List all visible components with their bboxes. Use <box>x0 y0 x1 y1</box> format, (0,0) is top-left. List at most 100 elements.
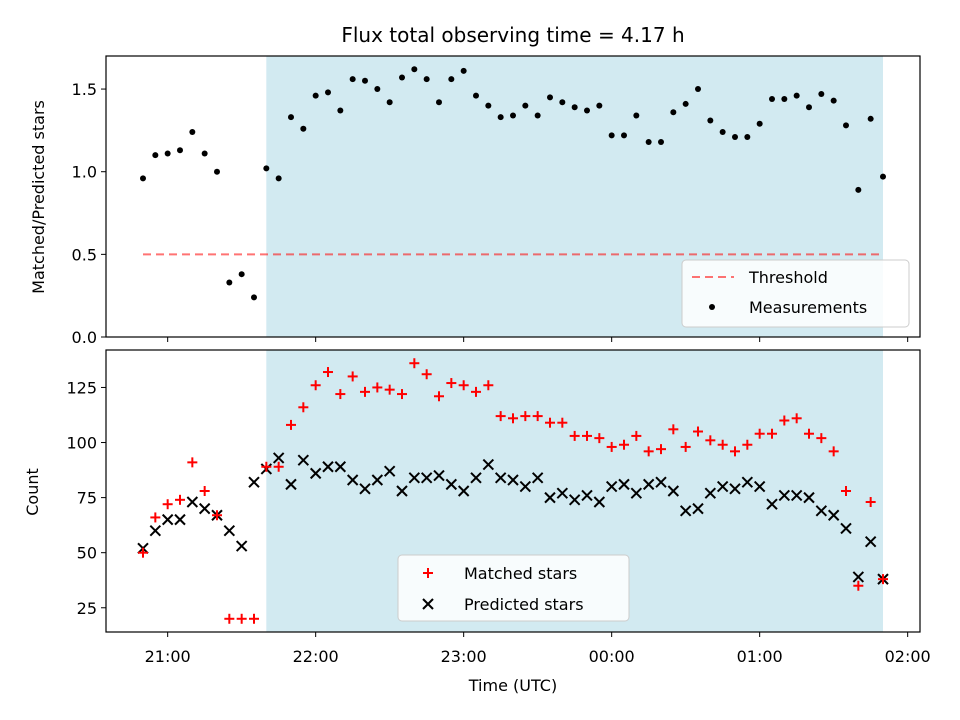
matched-star-point <box>409 358 420 369</box>
x-b <box>309 467 322 480</box>
chart-title: Flux total observing time = 4.17 h <box>341 23 684 47</box>
measurement-point <box>682 100 689 107</box>
matched-star-point <box>434 391 444 402</box>
measurement-point <box>608 132 615 139</box>
predicted-star-point <box>544 491 556 504</box>
measurement-point <box>793 92 800 99</box>
x-b <box>149 524 162 537</box>
measurement-point <box>448 76 455 83</box>
x-b <box>827 509 840 521</box>
measurement-point <box>744 133 751 140</box>
x-b <box>741 476 754 488</box>
matched-star-point <box>175 494 185 505</box>
x-b <box>531 472 544 484</box>
matched-star-point <box>878 574 888 585</box>
predicted-star-point <box>494 472 507 484</box>
matched-star-point <box>619 439 629 450</box>
x-b <box>396 485 408 497</box>
legend-threshold-label: Threshold <box>748 268 828 287</box>
matched-star-point <box>606 441 617 452</box>
measurement-point <box>177 147 183 154</box>
x-b <box>408 472 421 484</box>
matched-star-point <box>668 424 679 435</box>
predicted-star-point <box>753 480 766 493</box>
predicted-star-point <box>741 476 754 488</box>
legend-measurements-swatch <box>709 304 715 310</box>
predicted-star-point <box>852 571 865 583</box>
matched-star-point <box>705 435 716 446</box>
matched-star-point <box>841 486 851 496</box>
predicted-star-point <box>729 483 741 495</box>
matched-star-point <box>717 439 728 450</box>
matched-star-point <box>853 580 864 591</box>
x-b <box>544 491 556 504</box>
legend-box <box>397 554 630 622</box>
measurement-point <box>325 89 331 96</box>
x-b <box>174 513 186 526</box>
measurement-point <box>719 129 726 136</box>
x-b <box>581 489 593 502</box>
x-b <box>679 505 692 517</box>
matched-star-point <box>582 430 592 441</box>
measurement-point <box>152 152 159 159</box>
measurement-point <box>214 168 220 175</box>
matched-star-point <box>286 419 296 430</box>
matched-star-point <box>162 499 173 510</box>
measurement-point <box>485 102 492 109</box>
top-panel: 0.0 0.5 1.0 1.5 Threshold Measurements <box>72 55 921 347</box>
predicted-star-point <box>803 491 815 504</box>
predicted-star-point <box>556 487 569 499</box>
predicted-star-point <box>297 454 310 466</box>
matched-star-point <box>569 430 580 441</box>
predicted-star-point <box>198 502 211 515</box>
matched-star-point <box>742 439 753 450</box>
matched-star-point <box>397 389 407 400</box>
matched-star-point <box>360 386 370 397</box>
measurement-point <box>201 150 208 157</box>
matched-star-point <box>693 426 703 437</box>
matched-star-point <box>236 613 247 624</box>
measurement-point <box>189 129 196 136</box>
matched-star-point <box>138 547 148 558</box>
measurement-point <box>571 104 578 111</box>
x-b <box>790 489 803 502</box>
x-b <box>346 474 359 486</box>
y-tick-label: 1.0 <box>72 163 97 182</box>
y-tick-label: 25 <box>77 599 97 618</box>
predicted-star-point <box>618 478 630 491</box>
matched-star-point <box>545 417 555 428</box>
predicted-star-point <box>667 485 680 497</box>
matched-star-point <box>779 415 790 426</box>
y-tick-label: 0.0 <box>72 328 97 347</box>
x-b <box>322 461 334 473</box>
predicted-star-point <box>716 480 729 493</box>
predicted-star-point <box>149 524 162 537</box>
x-b <box>457 485 470 497</box>
legend-box <box>681 259 910 328</box>
predicted-star-point <box>704 487 717 499</box>
measurement-point <box>559 99 566 106</box>
predicted-star-point <box>334 461 347 473</box>
x-b <box>852 571 865 583</box>
matched-star-point <box>446 378 457 389</box>
predicted-star-point <box>482 458 495 471</box>
predicted-star-point <box>766 498 778 510</box>
x-b <box>593 496 606 508</box>
x-b <box>519 480 532 493</box>
x-b <box>766 498 778 510</box>
matched-star-point <box>335 389 346 400</box>
measurement-point <box>337 107 344 114</box>
matched-star-point <box>224 613 235 624</box>
x-b <box>864 535 877 548</box>
measurement-point <box>510 112 516 119</box>
measurement-point <box>707 117 714 124</box>
predicted-star-point <box>346 474 359 486</box>
x-b <box>198 502 211 515</box>
x-axis-label: Time (UTC) <box>468 676 557 695</box>
x-tick-label: 22:00 <box>293 647 339 666</box>
x-b <box>507 474 519 486</box>
matched-star-point <box>643 446 654 457</box>
measurement-point <box>423 76 430 83</box>
predicted-star-point <box>223 524 236 537</box>
top-legend: Threshold Measurements <box>681 259 910 328</box>
